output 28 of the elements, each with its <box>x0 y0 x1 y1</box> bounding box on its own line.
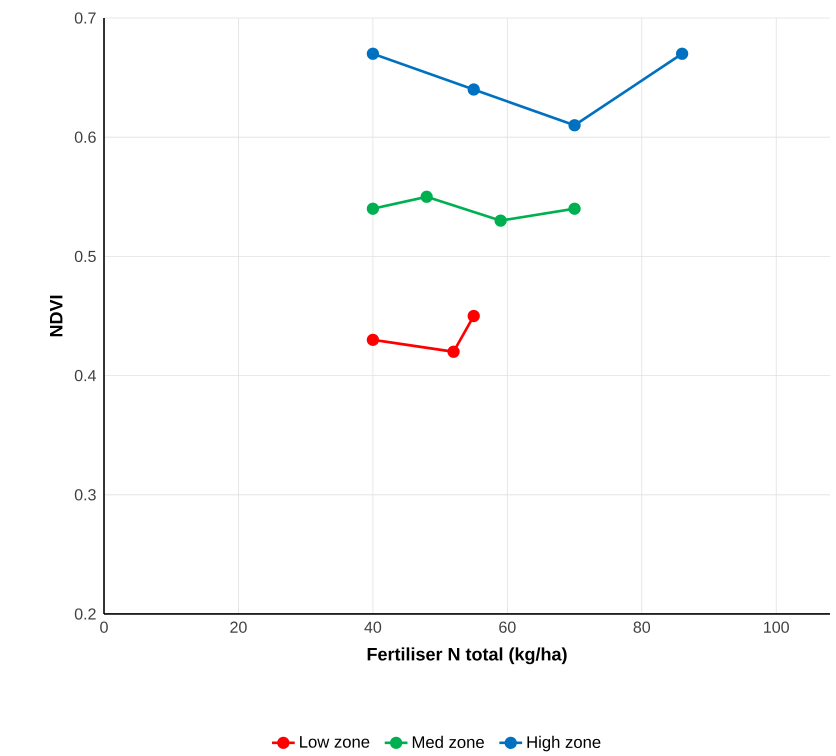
point <box>676 48 688 60</box>
legend-label: Low zone <box>300 736 370 748</box>
point <box>494 214 507 227</box>
x-tick-label: 40 <box>364 622 382 633</box>
x-tick-label: 60 <box>499 622 516 633</box>
x-tick-label: 0 <box>100 622 108 633</box>
legend-label: Med zone <box>412 736 484 748</box>
point <box>568 202 581 215</box>
y-axis-title: NDVI <box>50 296 62 336</box>
legend-label: High zone <box>527 736 600 752</box>
y-tick-label: 0.6 <box>74 132 96 143</box>
point <box>447 346 460 358</box>
y-tick-label: 0.2 <box>74 608 96 620</box>
point <box>468 83 480 96</box>
point <box>366 48 380 60</box>
x-axis-title: Fertiliser N total (kg/ha) <box>368 647 567 664</box>
point <box>366 202 380 215</box>
point <box>568 119 581 132</box>
point <box>468 310 480 322</box>
x-tick-label: 100 <box>764 622 789 633</box>
y-tick-label: 0.7 <box>74 12 96 24</box>
x-tick-label: 20 <box>230 622 247 633</box>
point <box>420 190 433 203</box>
y-tick-label: 0.3 <box>74 489 96 500</box>
x-tick-label: 80 <box>634 622 650 633</box>
y-tick-label: 0.5 <box>74 250 96 262</box>
point <box>366 334 380 346</box>
y-tick-label: 0.4 <box>74 370 96 382</box>
